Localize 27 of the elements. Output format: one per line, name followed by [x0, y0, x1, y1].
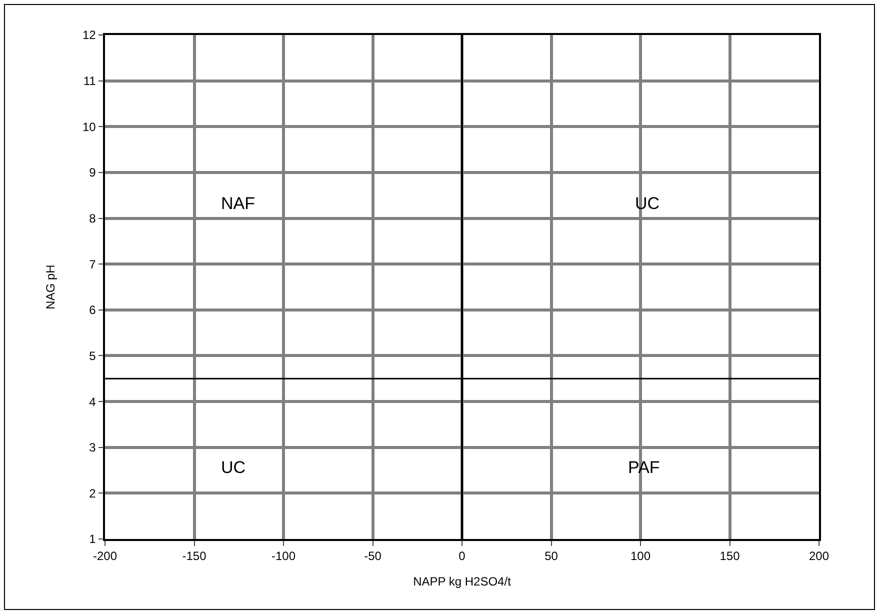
- x-tick-label: 150: [720, 549, 740, 564]
- y-tick-label: 11: [83, 74, 96, 88]
- x-tick-label: -100: [271, 549, 296, 564]
- y-tick-label: 9: [89, 166, 96, 180]
- x-tick-label: 50: [544, 549, 558, 564]
- y-tick-label: 3: [89, 440, 96, 455]
- y-tick-label: 4: [89, 394, 96, 409]
- x-tick-label: 200: [808, 549, 830, 564]
- annotation: NAF: [221, 194, 255, 213]
- x-tick-label: 100: [630, 549, 651, 564]
- annotation: UC: [635, 194, 660, 213]
- x-axis-title: NAPP kg H2SO4/t: [413, 574, 512, 588]
- y-tick-label: 8: [89, 211, 96, 226]
- annotation: UC: [221, 458, 246, 477]
- y-tick-label: 2: [89, 486, 96, 500]
- y-tick-label: 1: [89, 532, 96, 546]
- x-tick-label: -150: [182, 549, 207, 564]
- annotation: PAF: [628, 458, 660, 477]
- y-tick-label: 10: [82, 120, 96, 134]
- y-tick-label: 12: [82, 28, 96, 42]
- x-tick-label: -200: [92, 549, 118, 564]
- y-tick-label: 6: [89, 303, 96, 318]
- x-tick-label: 0: [458, 549, 466, 564]
- y-tick-label: 5: [89, 348, 96, 363]
- y-tick-label: 7: [89, 257, 96, 272]
- y-axis-title: NAG pH: [43, 264, 58, 310]
- x-tick-label: -50: [364, 549, 382, 564]
